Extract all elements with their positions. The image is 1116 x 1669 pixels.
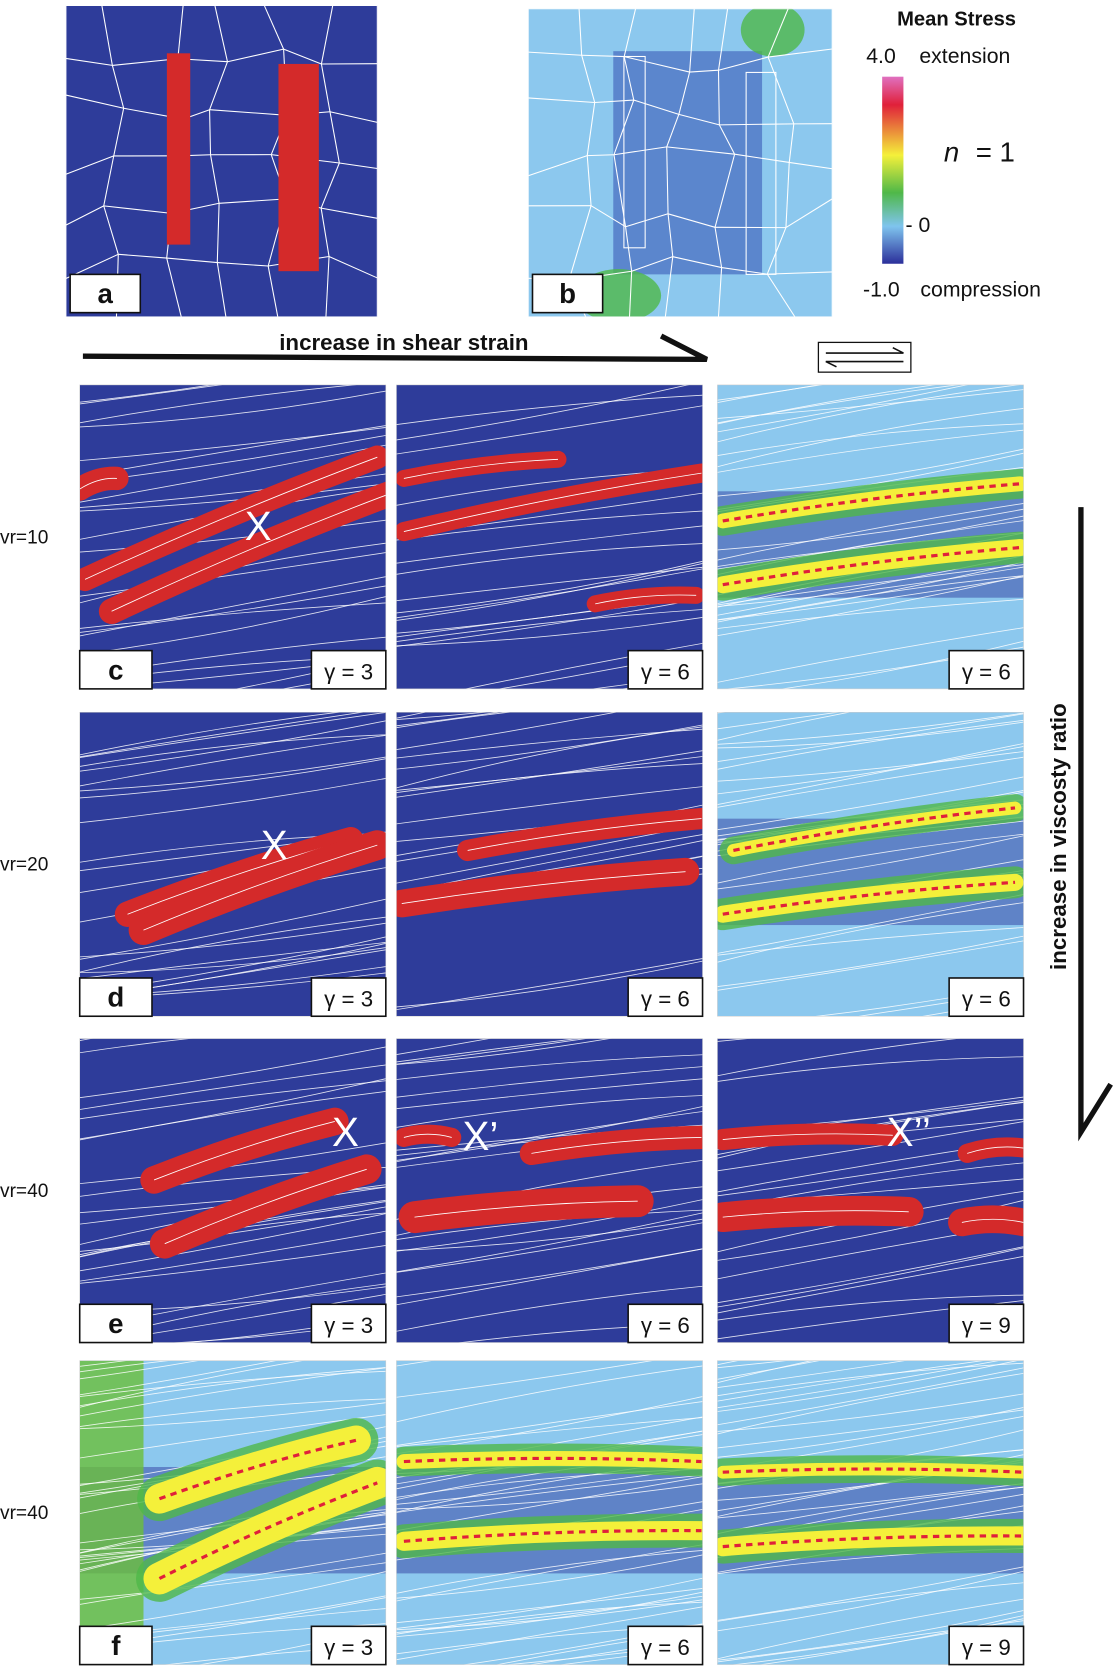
strain-label: γ = 6 — [962, 987, 1011, 1012]
legend-min-text: compression — [920, 278, 1040, 302]
n-value: = 1 — [976, 137, 1015, 168]
panel-letter: f — [111, 1630, 121, 1661]
strain-label: γ = 6 — [641, 987, 690, 1012]
n-symbol: n — [944, 137, 959, 168]
panel-bg — [717, 1039, 1023, 1343]
panel: γ = 6 X’ — [396, 972, 702, 1351]
strain-label: γ = 6 — [641, 1313, 690, 1338]
strain-label: γ = 6 — [641, 659, 690, 684]
panel-letter: d — [107, 982, 124, 1013]
panels: a b vr=10 c γ = 3 Xγ = 6 γ = 6 vr=20 d γ = 3 Xγ = … — [0, 3, 1024, 1669]
panel-letter: a — [98, 278, 114, 309]
band — [80, 478, 117, 489]
viscosity-arrow: increase in viscosty ratio — [1046, 507, 1111, 1132]
strain-label: γ = 6 — [962, 659, 1011, 684]
panel-letter: c — [108, 654, 123, 685]
panel: c γ = 3 X — [80, 311, 388, 717]
shear-arrow: increase in shear strain — [83, 330, 707, 360]
marker: X’’ — [887, 1109, 931, 1155]
panel-bg — [80, 385, 386, 689]
panel-letter: b — [559, 278, 576, 309]
panel: e γ = 3 X — [80, 975, 386, 1350]
legend-min: -1.0 — [863, 278, 900, 302]
panel: γ = 9 — [717, 1291, 1023, 1669]
row-label: vr=20 — [0, 855, 48, 876]
legend-title: Mean Stress — [897, 9, 1016, 31]
row-label: vr=40 — [0, 1181, 48, 1202]
viscosity-arrow-label: increase in viscosty ratio — [1046, 703, 1071, 970]
panel: γ = 6 — [396, 641, 702, 1017]
panel: a — [66, 5, 377, 316]
row-label: vr=40 — [0, 1503, 48, 1524]
panel: γ = 6 — [396, 1287, 702, 1669]
panel-content — [396, 1287, 702, 1669]
stress-zone — [741, 3, 805, 56]
shear-arrow-label: increase in shear strain — [279, 330, 528, 355]
legend: Mean Stress 4.0 extension n = 1 - 0 -1.0… — [863, 9, 1041, 302]
panel-content — [717, 964, 1023, 1343]
panel-content — [396, 972, 702, 1351]
band — [415, 1201, 638, 1217]
panel: γ = 6 — [396, 317, 702, 717]
panel: d γ = 3 X — [80, 663, 386, 1016]
strain-label: γ = 6 — [641, 1635, 690, 1660]
strain-label: γ = 9 — [962, 1313, 1011, 1338]
band — [723, 1469, 1024, 1472]
strain-label: γ = 3 — [324, 1635, 373, 1660]
marker: X — [261, 822, 288, 868]
legend-max-text: extension — [919, 44, 1010, 68]
panel: b — [528, 3, 832, 322]
strain-label: γ = 9 — [962, 1635, 1011, 1660]
band — [404, 1531, 702, 1542]
layer — [278, 64, 318, 271]
panel-content — [396, 641, 702, 1017]
panel-letter: e — [108, 1308, 123, 1339]
strain-label: γ = 3 — [324, 1313, 373, 1338]
panel-content — [80, 975, 386, 1350]
row-label: vr=10 — [0, 527, 48, 548]
panel: γ = 6 — [717, 632, 1023, 1046]
figure: Mean Stress 4.0 extension n = 1 - 0 -1.0… — [0, 0, 1116, 1669]
panel-content — [717, 1291, 1023, 1669]
panel: γ = 9 X’’ — [717, 964, 1023, 1343]
shear-sense — [818, 342, 910, 372]
strain-label: γ = 3 — [324, 659, 373, 684]
strain-label: γ = 3 — [324, 987, 373, 1012]
panel-content — [66, 5, 377, 316]
marker: X’ — [462, 1113, 498, 1159]
stress-zone — [613, 51, 762, 274]
panel-content — [80, 663, 386, 1016]
layer — [167, 53, 190, 244]
legend-max: 4.0 — [866, 44, 896, 68]
marker: X — [245, 503, 272, 549]
marker: X — [332, 1109, 359, 1155]
band — [723, 1536, 1024, 1547]
legend-zero: - 0 — [906, 213, 931, 237]
band — [404, 1458, 702, 1461]
color-bar — [882, 77, 903, 264]
